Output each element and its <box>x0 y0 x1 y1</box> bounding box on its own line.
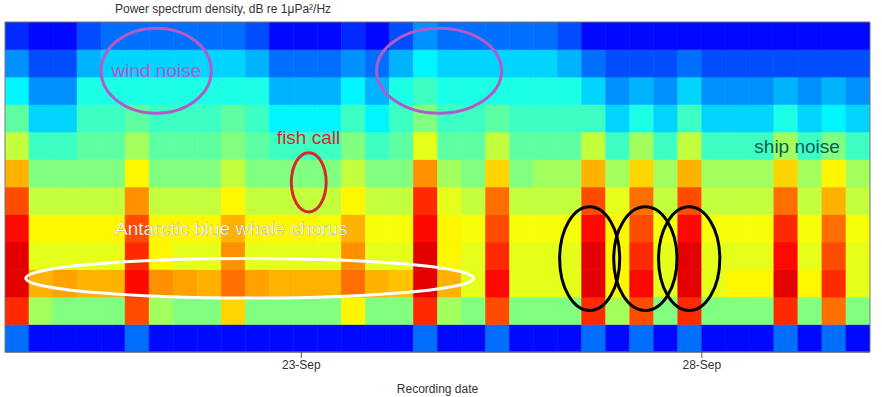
svg-text:fish call: fish call <box>277 127 340 148</box>
svg-text:ship noise: ship noise <box>754 136 840 157</box>
svg-text:Recording date: Recording date <box>397 382 479 396</box>
svg-text:23-Sep: 23-Sep <box>282 358 321 372</box>
html-text:Power spectrum density, dB re: Power spectrum density, dB re 1μPa²/Hz <box>115 2 332 16</box>
svg-text:28-Sep: 28-Sep <box>682 358 721 372</box>
svg-text:Antarctic blue whale chorus: Antarctic blue whale chorus <box>115 218 347 239</box>
svg-text:wind noise: wind noise <box>110 60 201 81</box>
